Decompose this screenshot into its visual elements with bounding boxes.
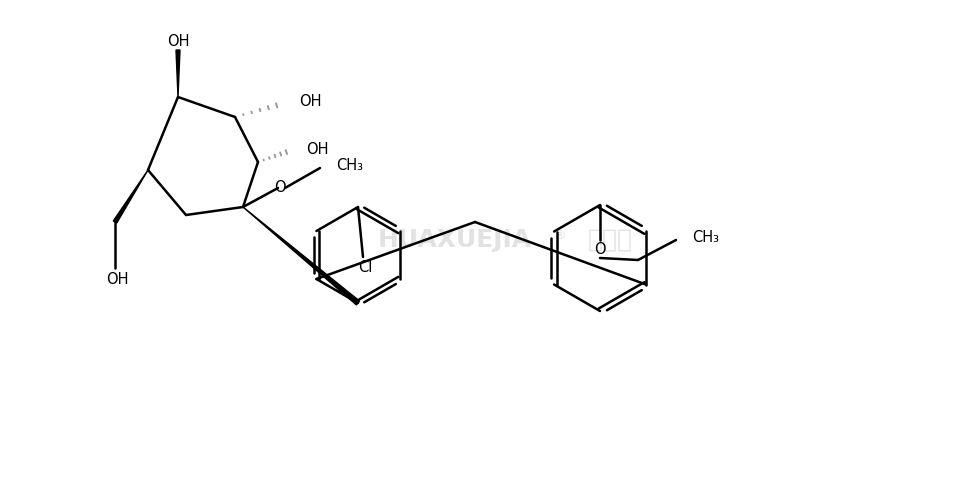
Text: ®: ® xyxy=(554,229,565,242)
Polygon shape xyxy=(243,207,359,305)
Text: O: O xyxy=(274,180,286,194)
Text: OH: OH xyxy=(166,34,189,48)
Text: OH: OH xyxy=(106,272,128,287)
Polygon shape xyxy=(113,170,148,223)
Polygon shape xyxy=(176,50,180,97)
Text: O: O xyxy=(594,242,605,257)
Text: Cl: Cl xyxy=(357,261,372,276)
Text: 化学加: 化学加 xyxy=(587,228,632,252)
Text: CH₃: CH₃ xyxy=(691,230,718,245)
Text: CH₃: CH₃ xyxy=(335,158,363,173)
Text: OH: OH xyxy=(298,95,321,109)
Text: HUAXUEJIA: HUAXUEJIA xyxy=(378,228,531,252)
Text: OH: OH xyxy=(306,142,329,156)
